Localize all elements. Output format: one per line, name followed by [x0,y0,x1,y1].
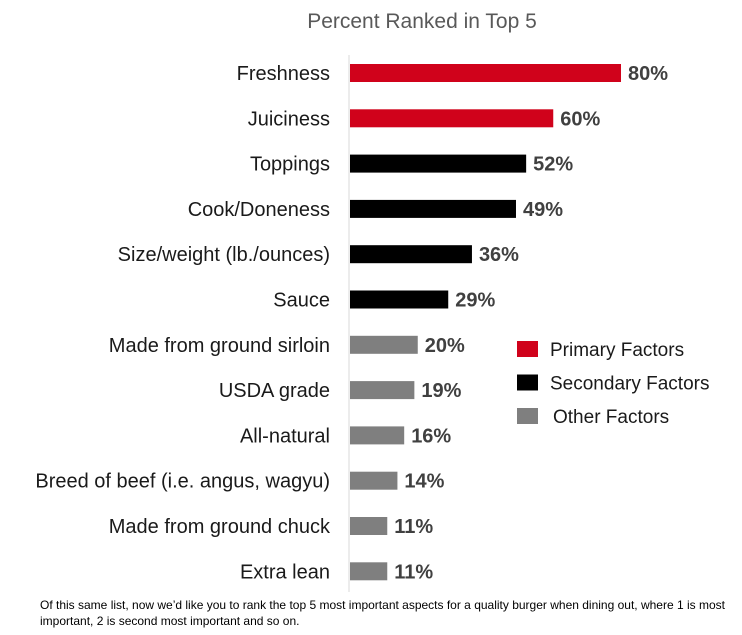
bar [350,335,418,354]
data-label: 14% [404,471,444,493]
bar [350,290,449,309]
category-label: Freshness [237,63,330,85]
bar [350,471,398,490]
data-label: 80% [628,63,668,85]
legend-swatch-primary [517,341,538,357]
data-label: 60% [560,108,600,130]
bar [350,109,554,128]
legend-label-primary: Primary Factors [550,340,684,361]
data-label: 29% [455,290,495,312]
data-label: 49% [523,199,563,221]
bar [350,199,516,218]
data-label: 16% [411,425,451,447]
category-label: Juiciness [248,108,330,130]
category-label: Sauce [273,290,330,312]
data-label: 36% [479,244,519,266]
data-label: 52% [533,154,573,176]
category-label: Breed of beef (i.e. angus, wagyu) [35,471,330,493]
category-label: Extra lean [240,561,330,583]
category-label: Made from ground sirloin [109,335,330,357]
bars-group: Freshness 80% Juiciness 60% Toppings 52% Cook/… [35,63,668,583]
bar [350,562,388,581]
legend-swatch-other [517,408,538,424]
legend: Primary Factors Secondary Factors Other Fa… [517,340,709,428]
category-label: Size/weight (lb./ounces) [118,244,330,266]
data-label: 11% [394,561,433,583]
bar [350,154,527,173]
legend-swatch-secondary [517,374,538,391]
chart-title: Percent Ranked in Top 5 [307,10,537,33]
legend-label-secondary: Secondary Factors [550,374,709,395]
category-label: Toppings [250,154,330,176]
category-label: Cook/Doneness [188,199,330,221]
footnote: Of this same list, now we’d like you to … [40,598,725,628]
legend-label-other: Other Factors [553,407,669,428]
bar [350,64,621,82]
data-label: 19% [421,380,461,402]
category-label: All-natural [240,425,330,447]
bar [350,245,472,264]
category-label: USDA grade [219,380,330,402]
data-label: 11% [394,516,433,538]
data-label: 20% [425,335,465,357]
category-label: Made from ground chuck [109,516,331,538]
bar [350,426,405,445]
bar [350,517,388,535]
bar [350,381,415,400]
